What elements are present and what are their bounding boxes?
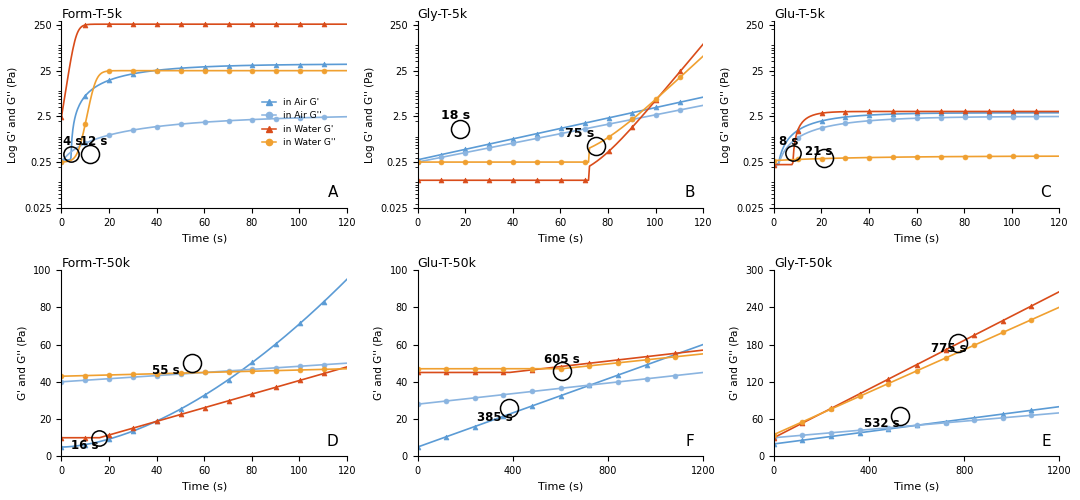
Y-axis label: G' and G'' (Pa): G' and G'' (Pa): [730, 326, 740, 400]
Text: 18 s: 18 s: [442, 109, 471, 122]
Text: 55 s: 55 s: [152, 364, 179, 378]
Text: 16 s: 16 s: [71, 439, 98, 452]
Text: 75 s: 75 s: [565, 126, 594, 140]
X-axis label: Time (s): Time (s): [538, 482, 583, 492]
Text: 12 s: 12 s: [80, 134, 108, 147]
Y-axis label: G' and G'' (Pa): G' and G'' (Pa): [17, 326, 28, 400]
Y-axis label: Log G' and G'' (Pa): Log G' and G'' (Pa): [365, 66, 375, 162]
X-axis label: Time (s): Time (s): [894, 233, 940, 243]
Text: 8 s: 8 s: [779, 136, 798, 148]
Y-axis label: Log G' and G'' (Pa): Log G' and G'' (Pa): [720, 66, 731, 162]
Text: Glu-T-5k: Glu-T-5k: [773, 8, 825, 22]
X-axis label: Time (s): Time (s): [181, 482, 227, 492]
Text: Gly-T-50k: Gly-T-50k: [773, 257, 832, 270]
Text: F: F: [686, 434, 694, 449]
Text: D: D: [326, 434, 338, 449]
Text: Form-T-5k: Form-T-5k: [62, 8, 122, 22]
Text: C: C: [1040, 186, 1051, 200]
Text: A: A: [328, 186, 338, 200]
X-axis label: Time (s): Time (s): [181, 233, 227, 243]
Text: E: E: [1041, 434, 1051, 449]
Text: Glu-T-50k: Glu-T-50k: [418, 257, 476, 270]
Text: 605 s: 605 s: [543, 353, 580, 366]
Legend: in Air G', in Air G'', in Water G', in Water G'': in Air G', in Air G'', in Water G', in W…: [259, 94, 339, 151]
X-axis label: Time (s): Time (s): [538, 233, 583, 243]
Y-axis label: G' and G'' (Pa): G' and G'' (Pa): [374, 326, 383, 400]
Text: Gly-T-5k: Gly-T-5k: [418, 8, 468, 22]
Text: B: B: [684, 186, 694, 200]
Text: Form-T-50k: Form-T-50k: [62, 257, 131, 270]
Text: 385 s: 385 s: [477, 411, 513, 424]
Text: 4 s: 4 s: [63, 134, 82, 147]
X-axis label: Time (s): Time (s): [894, 482, 940, 492]
Text: 21 s: 21 s: [805, 145, 832, 158]
Y-axis label: Log G' and G'' (Pa): Log G' and G'' (Pa): [9, 66, 18, 162]
Text: 532 s: 532 s: [864, 416, 900, 430]
Text: 775 s: 775 s: [931, 342, 967, 355]
